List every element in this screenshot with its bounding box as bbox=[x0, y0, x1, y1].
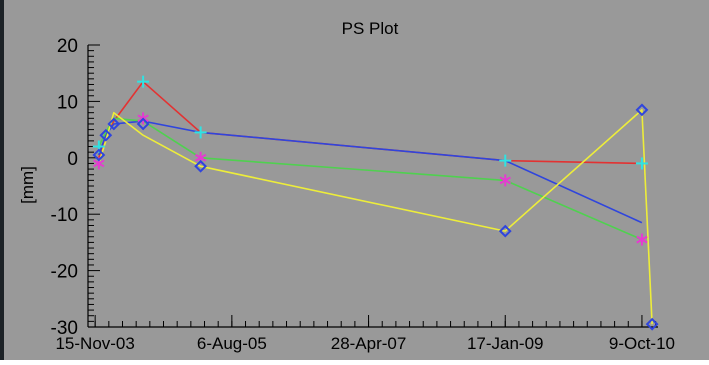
plus-marker bbox=[499, 154, 512, 167]
plus-marker bbox=[137, 75, 150, 88]
diamond-marker bbox=[92, 148, 106, 162]
diamond-marker bbox=[99, 128, 113, 142]
diamond-marker bbox=[498, 224, 512, 238]
y-tick-label: 20 bbox=[57, 36, 78, 57]
x-tick-label: 9-Oct-10 bbox=[609, 334, 675, 353]
x-tick-label: 17-Jan-09 bbox=[467, 334, 544, 353]
chart-background bbox=[4, 0, 709, 360]
x-tick-label: 15-Nov-03 bbox=[55, 334, 134, 353]
y-tick-label: -20 bbox=[51, 262, 78, 283]
star-marker bbox=[499, 174, 511, 187]
plus-marker bbox=[635, 157, 648, 170]
window-edge bbox=[0, 0, 4, 360]
y-tick-label: -10 bbox=[51, 205, 78, 226]
y-tick-label: -30 bbox=[51, 318, 78, 339]
y-tick-label: 10 bbox=[57, 92, 78, 113]
marker-layer bbox=[92, 75, 659, 331]
star-marker bbox=[636, 233, 648, 246]
diamond-marker bbox=[107, 117, 121, 131]
diamond-marker bbox=[136, 117, 150, 131]
y-axis-label: [mm] bbox=[18, 166, 37, 204]
axes: -30 -20 -10 0 10 20 15-Nov-03 6-Aug-05 28-Apr-07… bbox=[51, 36, 675, 353]
plus-marker bbox=[194, 126, 207, 139]
x-tick-label: 6-Aug-05 bbox=[197, 334, 267, 353]
x-tick-label: 28-Apr-07 bbox=[331, 334, 407, 353]
y-tick-label: 0 bbox=[67, 149, 78, 170]
chart-title: PS Plot bbox=[342, 19, 399, 38]
diamond-marker bbox=[635, 103, 649, 117]
diamond-marker bbox=[645, 317, 659, 331]
diamond-marker bbox=[194, 159, 208, 173]
series-line-4 bbox=[98, 109, 653, 325]
